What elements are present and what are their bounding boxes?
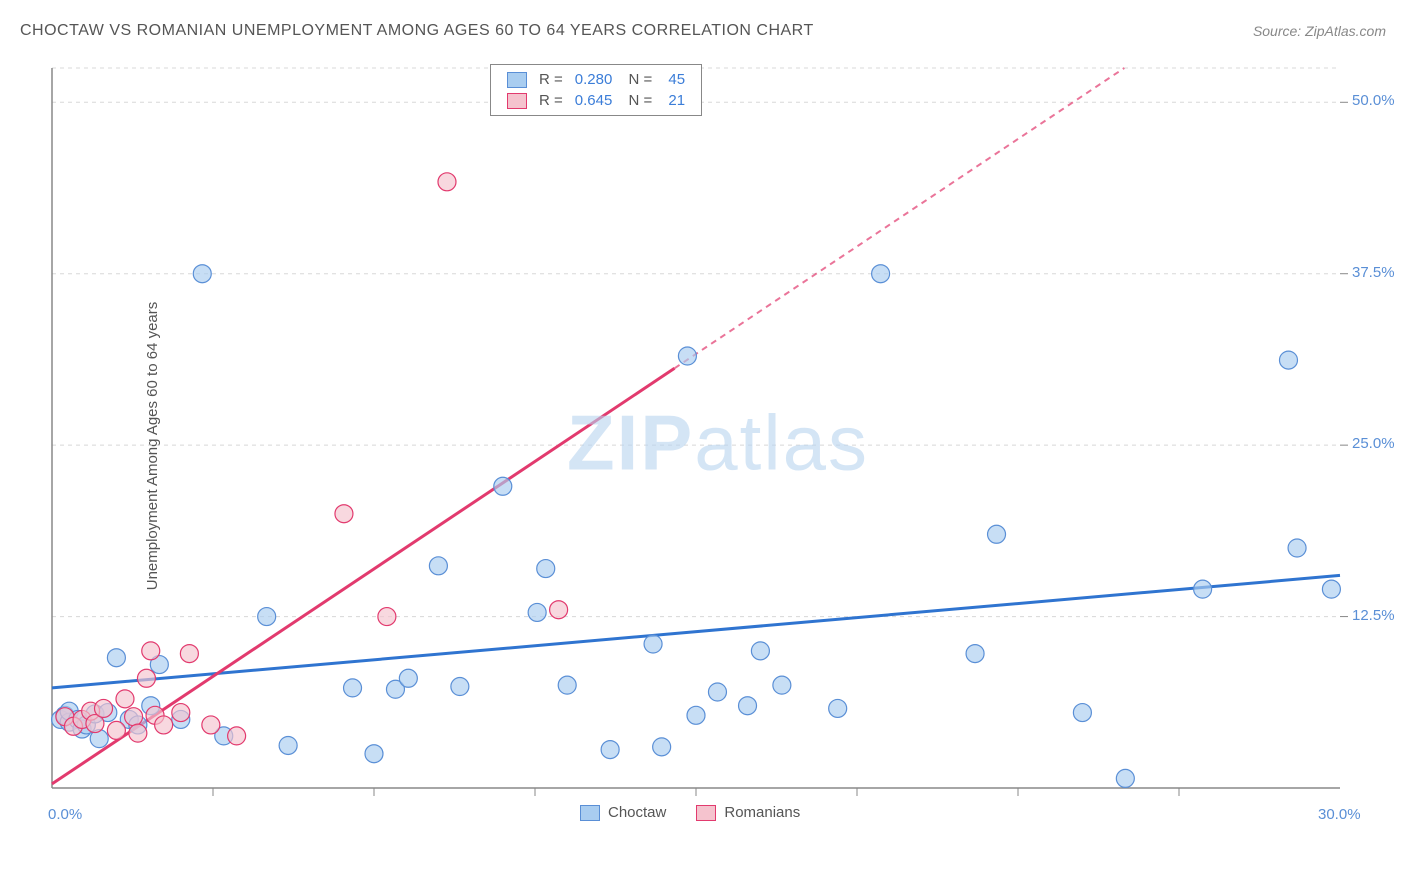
legend-row: R =0.280 N = 45 <box>501 69 691 90</box>
axis-tick-label: 12.5% <box>1352 607 1395 624</box>
source-credit: Source: ZipAtlas.com <box>1253 23 1386 39</box>
axis-tick-label: 37.5% <box>1352 264 1395 281</box>
chart-area: ZIPatlas R =0.280 N = 45R =0.645 N = 21 … <box>50 58 1386 828</box>
axis-tick-label: 25.0% <box>1352 435 1395 452</box>
correlation-legend: R =0.280 N = 45R =0.645 N = 21 <box>490 64 702 116</box>
axis-tick-label: 0.0% <box>48 806 82 823</box>
legend-item: Choctaw <box>580 804 666 821</box>
axis-tick-label: 50.0% <box>1352 92 1395 109</box>
chart-title: CHOCTAW VS ROMANIAN UNEMPLOYMENT AMONG A… <box>20 22 814 40</box>
scatter-chart <box>50 58 1386 828</box>
series-legend: Choctaw Romanians <box>580 804 800 821</box>
axis-tick-label: 30.0% <box>1318 806 1361 823</box>
legend-row: R =0.645 N = 21 <box>501 90 691 111</box>
legend-item: Romanians <box>696 804 800 821</box>
